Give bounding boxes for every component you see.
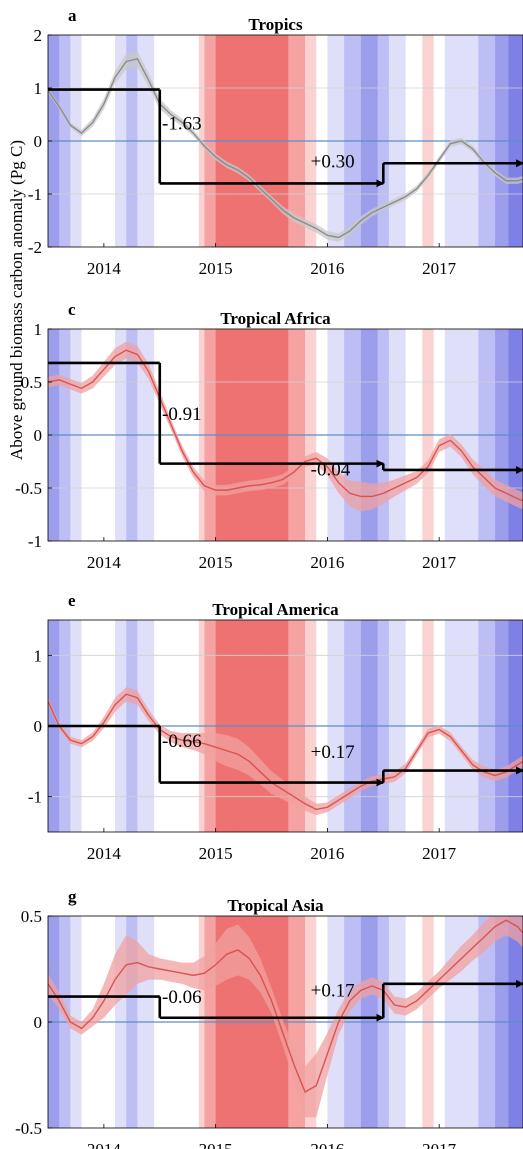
y-tick-label: 1 bbox=[34, 646, 43, 665]
step-label: -0.66 bbox=[162, 731, 202, 752]
x-tick-label: 2016 bbox=[310, 259, 344, 278]
panel-title: Tropical Asia bbox=[227, 896, 324, 915]
step-label: -0.91 bbox=[162, 404, 202, 425]
y-axis-label: Above ground biomass carbon anomaly (Pg … bbox=[7, 140, 26, 460]
x-tick-label: 2017 bbox=[422, 259, 457, 278]
x-tick-label: 2014 bbox=[87, 844, 122, 863]
y-tick-label: -0.5 bbox=[15, 479, 42, 498]
x-tick-label: 2015 bbox=[199, 844, 233, 863]
y-tick-label: 2 bbox=[34, 26, 43, 45]
y-tick-label: 1 bbox=[34, 79, 43, 98]
step-label: -0.06 bbox=[162, 987, 202, 1008]
series-line bbox=[48, 919, 523, 1093]
plot-area-c bbox=[48, 329, 523, 541]
panel-title: Tropical Africa bbox=[220, 309, 331, 328]
x-tick-label: 2014 bbox=[87, 1140, 122, 1149]
x-tick-label: 2016 bbox=[310, 1140, 344, 1149]
x-tick-label: 2015 bbox=[199, 1140, 233, 1149]
y-tick-label: -1 bbox=[28, 788, 42, 807]
x-tick-label: 2015 bbox=[199, 259, 233, 278]
x-tick-label: 2017 bbox=[422, 1140, 457, 1149]
step-label: +0.17 bbox=[311, 981, 355, 1002]
plot-area-g bbox=[48, 916, 523, 1128]
step-label: +0.30 bbox=[311, 152, 355, 173]
series-line bbox=[48, 349, 523, 502]
x-tick-label: 2016 bbox=[310, 553, 344, 572]
x-tick-label: 2014 bbox=[87, 553, 122, 572]
x-tick-label: 2017 bbox=[422, 553, 457, 572]
x-tick-label: 2016 bbox=[310, 844, 344, 863]
step-label: -1.63 bbox=[162, 113, 202, 134]
panel-letter: e bbox=[68, 591, 76, 610]
y-tick-label: -2 bbox=[28, 238, 42, 257]
series-line bbox=[48, 693, 523, 811]
y-tick-label: -1 bbox=[28, 185, 42, 204]
panel-letter: c bbox=[68, 300, 76, 319]
plot-area-e bbox=[48, 620, 523, 832]
y-tick-label: 0.5 bbox=[21, 373, 42, 392]
x-tick-label: 2017 bbox=[422, 844, 457, 863]
y-tick-label: 0 bbox=[34, 1013, 43, 1032]
plot-area-a bbox=[48, 35, 523, 247]
panel-a: -1.63 +0.30 -2 -1 0 1 2 2014 2015 2016 2017 Tropics… bbox=[28, 6, 523, 278]
panel-c: -0.91 -0.04 -1 -0.5 0 0.5 1 2014 2015 2016 2017 Tro… bbox=[15, 300, 523, 572]
panel-letter: g bbox=[68, 887, 77, 906]
y-tick-label: -0.5 bbox=[15, 1119, 42, 1138]
y-tick-label: 0 bbox=[34, 132, 43, 151]
series-line bbox=[48, 58, 523, 239]
uncertainty-band bbox=[48, 916, 523, 1118]
panel-title: Tropical America bbox=[212, 600, 339, 619]
panel-g: -0.06 +0.17 -0.5 0 0.5 2014 2015 2016 2017 Tropic… bbox=[15, 887, 523, 1149]
y-tick-label: -1 bbox=[28, 532, 42, 551]
y-tick-label: 1 bbox=[34, 320, 43, 339]
step-label: +0.17 bbox=[311, 742, 355, 763]
panel-e: -0.66 +0.17 -1 0 1 2014 2015 2016 2017 Tropical A… bbox=[28, 591, 523, 863]
y-tick-label: 0 bbox=[34, 426, 43, 445]
panel-letter: a bbox=[68, 6, 77, 25]
y-tick-label: 0 bbox=[34, 717, 43, 736]
uncertainty-band bbox=[48, 687, 523, 816]
x-tick-label: 2015 bbox=[199, 553, 233, 572]
step-label: -0.04 bbox=[311, 459, 351, 480]
y-tick-label: 0.5 bbox=[21, 907, 42, 926]
panel-title: Tropics bbox=[248, 15, 303, 34]
x-tick-label: 2014 bbox=[87, 259, 122, 278]
